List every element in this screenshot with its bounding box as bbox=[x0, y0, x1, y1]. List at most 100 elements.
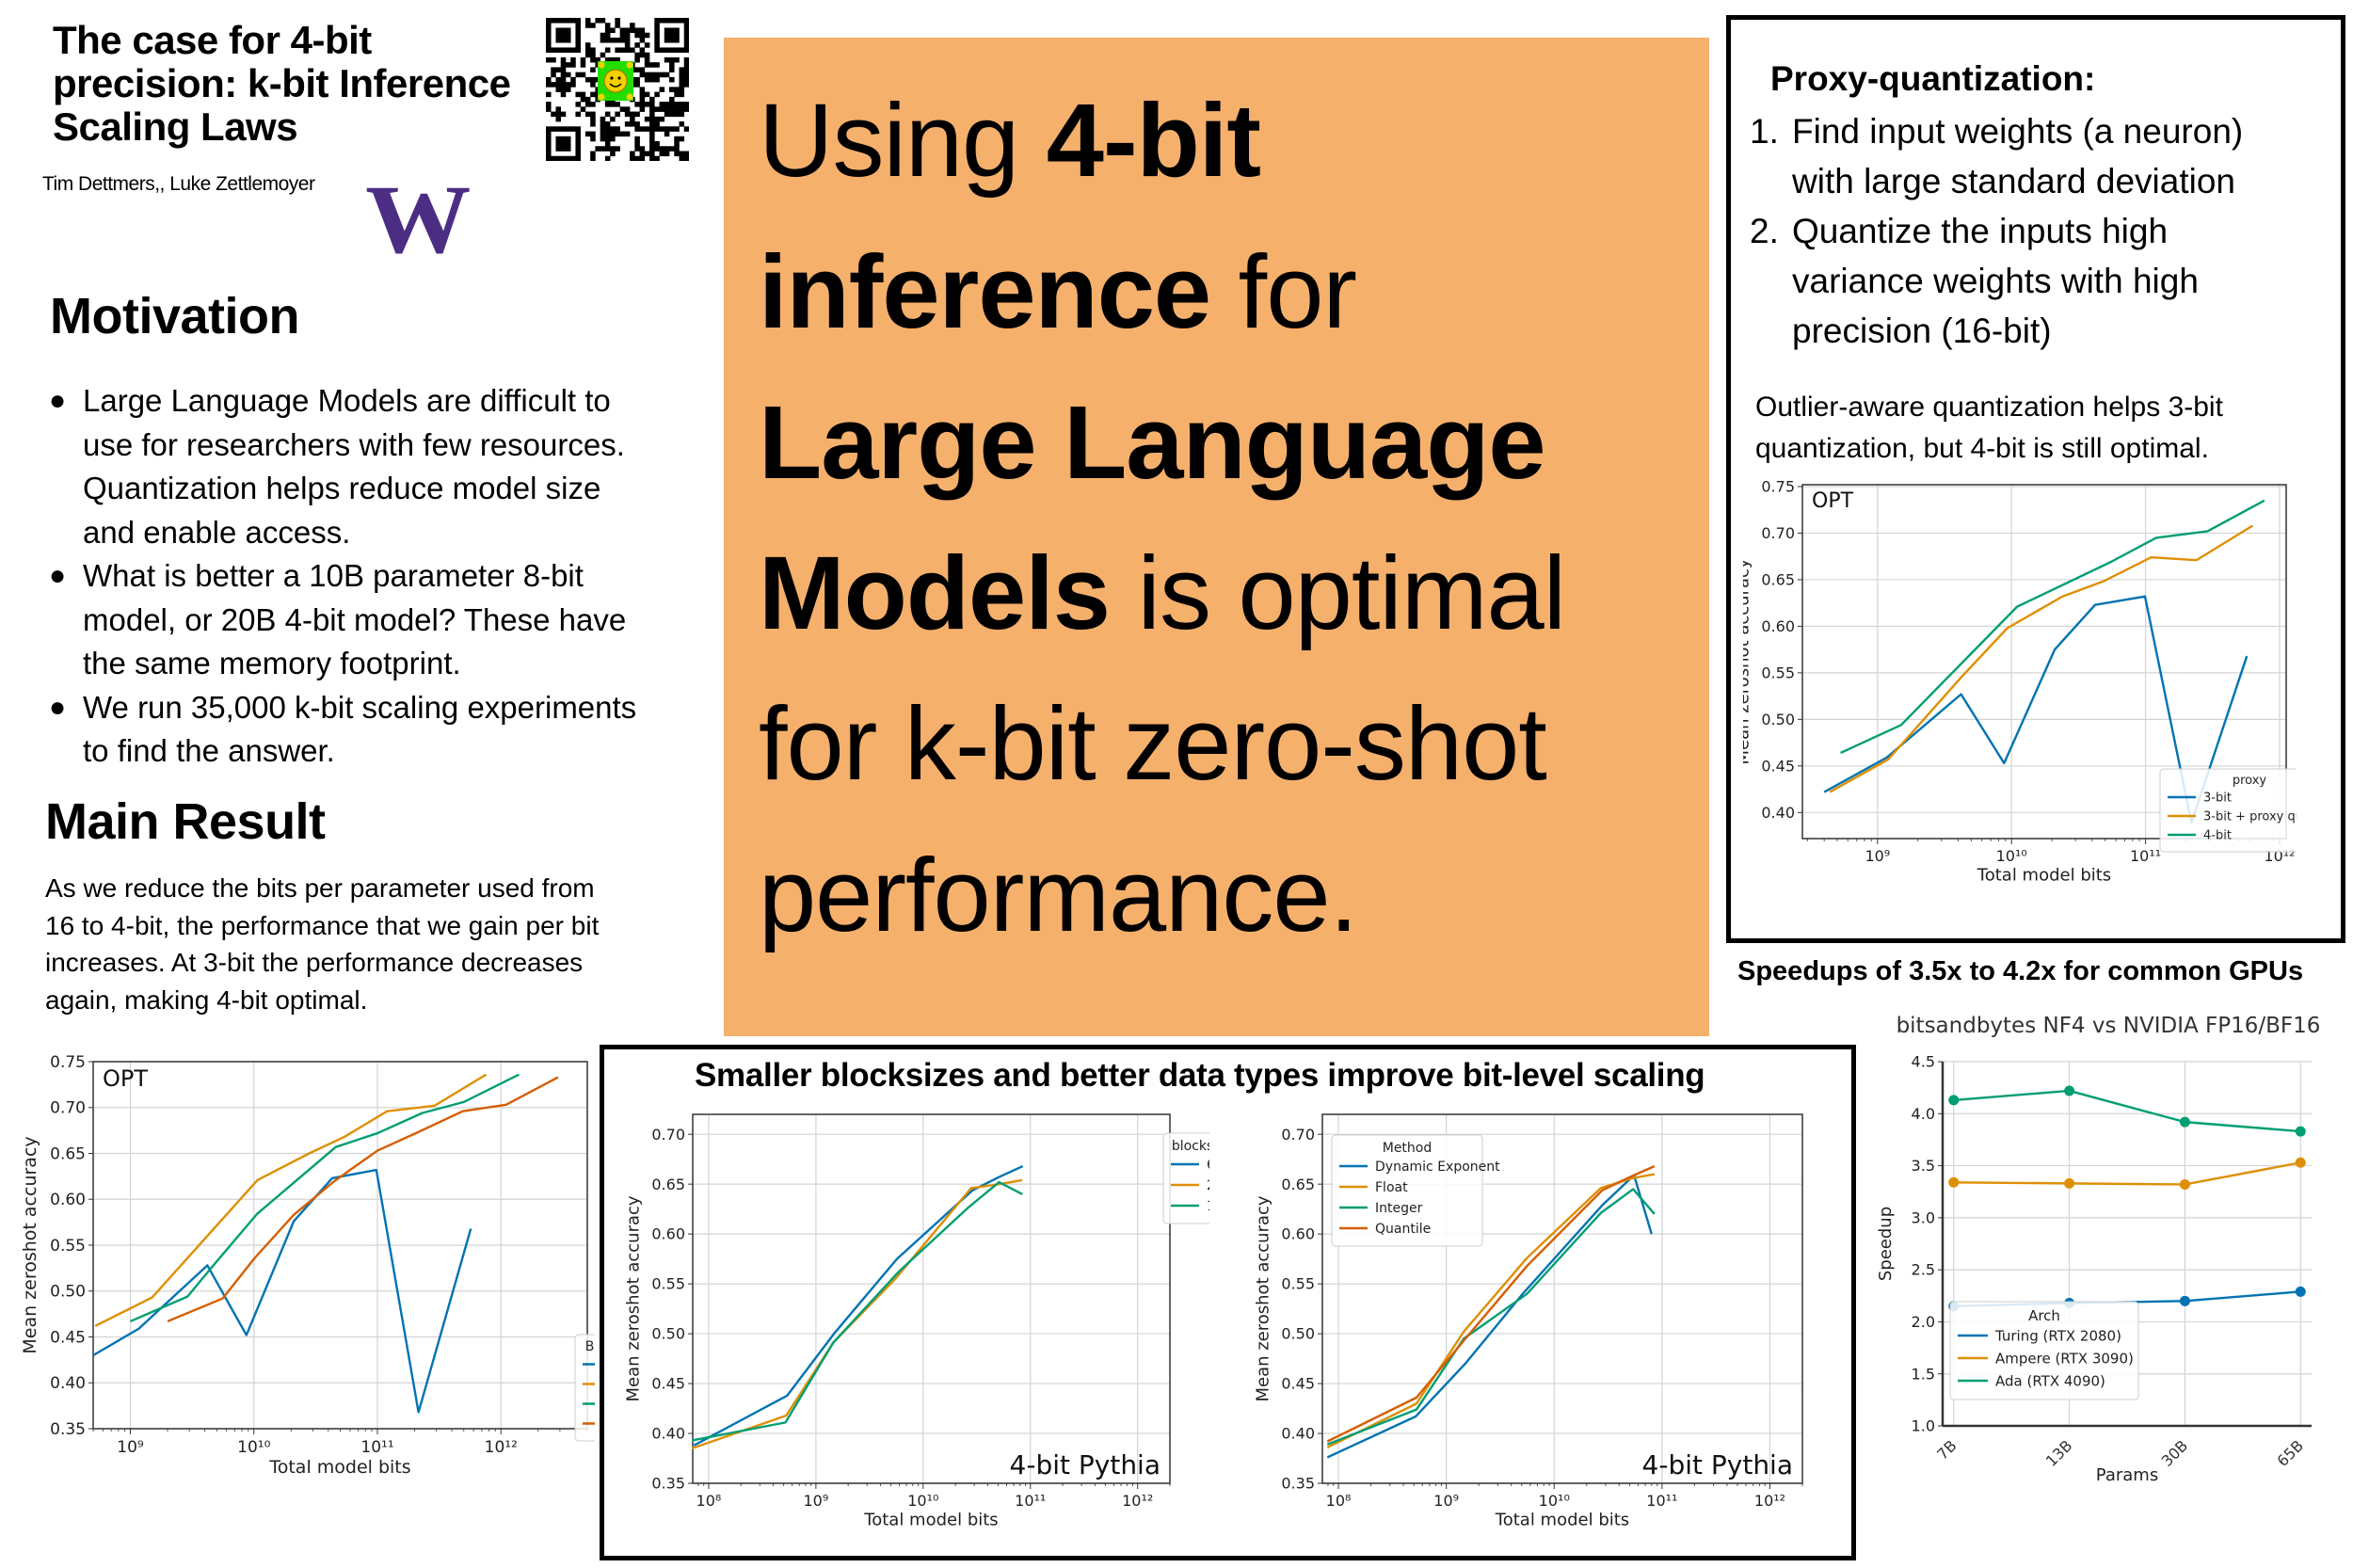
qr-module bbox=[546, 23, 552, 28]
y-axis-label: Mean zeroshot accuracy bbox=[20, 1136, 40, 1353]
qr-module bbox=[669, 126, 675, 132]
x-tick-label: 10⁹ bbox=[1433, 1492, 1459, 1510]
qr-module bbox=[615, 111, 620, 118]
qr-module bbox=[674, 27, 680, 34]
qr-module bbox=[674, 47, 680, 53]
qr-module bbox=[649, 111, 655, 118]
qr-module bbox=[654, 116, 660, 122]
y-tick-label: 3.0 bbox=[1912, 1208, 1935, 1226]
qr-module bbox=[630, 151, 635, 157]
qr-module bbox=[560, 67, 567, 72]
qr-module bbox=[634, 136, 640, 142]
y-tick-label: 0.45 bbox=[50, 1328, 86, 1347]
qr-module bbox=[634, 121, 640, 127]
x-tick-label: 7B bbox=[1933, 1436, 1960, 1463]
qr-module bbox=[565, 82, 571, 88]
x-tick-label: 10⁸ bbox=[1326, 1492, 1352, 1510]
proxy-step: 1. Find input weights (a neuron) with lar… bbox=[1750, 106, 2333, 206]
qr-module bbox=[669, 87, 675, 92]
qr-module bbox=[674, 141, 680, 147]
qr-module bbox=[604, 111, 611, 118]
qr-module bbox=[619, 131, 626, 137]
qr-module bbox=[659, 106, 665, 112]
y-tick-label: 0.35 bbox=[50, 1420, 86, 1439]
qr-module bbox=[590, 102, 596, 107]
qr-module bbox=[669, 111, 675, 118]
qr-module bbox=[600, 18, 606, 24]
y-tick-label: 0.45 bbox=[651, 1375, 685, 1393]
qr-module bbox=[649, 62, 655, 68]
qr-module bbox=[570, 18, 576, 24]
qr-module bbox=[639, 67, 646, 72]
y-axis-label: Mean zeroshot accuracy bbox=[623, 1195, 643, 1401]
qr-module bbox=[546, 155, 552, 161]
y-tick-label: 0.70 bbox=[1761, 524, 1795, 542]
qr-module bbox=[546, 126, 552, 132]
qr-module bbox=[590, 76, 596, 83]
qr-module bbox=[679, 136, 685, 142]
headline-text: is optimal bbox=[1109, 536, 1566, 651]
qr-module bbox=[610, 116, 616, 122]
qr-module bbox=[630, 23, 635, 28]
y-tick-label: 0.50 bbox=[50, 1283, 86, 1302]
qr-module bbox=[624, 111, 631, 118]
qr-module bbox=[575, 91, 581, 98]
qr-module bbox=[575, 18, 581, 24]
qr-module bbox=[565, 146, 571, 152]
data-point bbox=[2179, 1295, 2190, 1306]
qr-module bbox=[639, 27, 646, 34]
series-line bbox=[1840, 499, 2265, 755]
qr-module bbox=[580, 56, 586, 63]
x-tick-label: 10¹⁰ bbox=[1996, 847, 2027, 865]
legend-label: Quantile bbox=[1375, 1222, 1431, 1237]
headline-panel: Using 4-bit inference for Large Language… bbox=[724, 38, 1709, 1036]
qr-module bbox=[679, 76, 685, 83]
qr-module bbox=[546, 91, 552, 98]
qr-module bbox=[634, 126, 640, 132]
qr-module bbox=[560, 37, 567, 43]
qr-module bbox=[639, 87, 646, 92]
qr-module bbox=[590, 151, 596, 157]
qr-module bbox=[580, 96, 586, 103]
x-tick-label: 10¹⁰ bbox=[1539, 1492, 1570, 1510]
x-tick-label: 10¹¹ bbox=[360, 1438, 393, 1457]
y-tick-label: 0.55 bbox=[1281, 1275, 1315, 1293]
qr-module bbox=[575, 141, 581, 147]
crossbone-icon bbox=[626, 61, 633, 69]
qr-module bbox=[683, 151, 689, 157]
qr-module bbox=[654, 126, 660, 132]
qr-module bbox=[604, 37, 611, 43]
qr-module bbox=[546, 37, 552, 43]
qr-module bbox=[619, 27, 626, 34]
qr-module bbox=[679, 151, 685, 157]
qr-module bbox=[570, 82, 576, 88]
main-result-text: As we reduce the bits per parameter used… bbox=[45, 873, 600, 1015]
qr-module bbox=[555, 116, 562, 122]
qr-module bbox=[674, 18, 680, 24]
qr-module bbox=[580, 72, 586, 78]
series-line bbox=[1823, 595, 2249, 824]
qr-module bbox=[595, 18, 600, 24]
proxy-heading: Proxy-quantization: bbox=[1770, 59, 2096, 98]
qr-module bbox=[546, 106, 552, 112]
headline-text: performance. bbox=[759, 838, 1358, 953]
qr-module bbox=[560, 141, 567, 147]
qr-module bbox=[565, 87, 571, 92]
qr-module bbox=[565, 141, 571, 147]
qr-module bbox=[555, 141, 562, 147]
motivation-bullets: ● Large Language Models are difficult to … bbox=[45, 379, 704, 774]
qr-module bbox=[654, 141, 660, 147]
x-tick-label: 13B bbox=[2042, 1436, 2076, 1470]
qr-module bbox=[674, 126, 680, 132]
qr-module bbox=[674, 102, 680, 107]
qr-code[interactable] bbox=[546, 18, 689, 161]
qr-module bbox=[659, 126, 665, 132]
speedups-heading: Speedups of 3.5x to 4.2x for common GPUs bbox=[1737, 956, 2304, 986]
qr-module bbox=[639, 47, 646, 53]
qr-module bbox=[654, 23, 660, 28]
qr-module bbox=[546, 76, 552, 83]
qr-module bbox=[654, 146, 660, 152]
y-tick-label: 0.60 bbox=[50, 1191, 86, 1209]
qr-module bbox=[634, 56, 640, 63]
crossbone-icon bbox=[598, 93, 605, 101]
